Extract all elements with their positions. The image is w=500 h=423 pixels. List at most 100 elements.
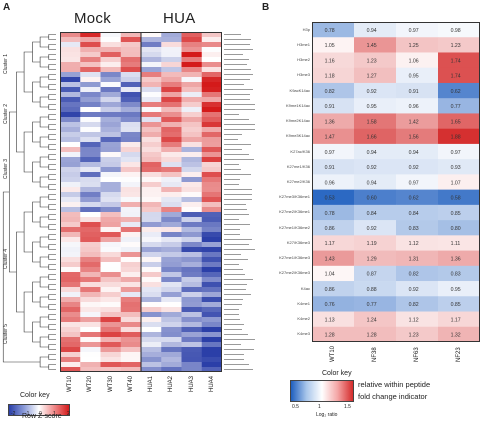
dendrogram-branch <box>32 201 41 223</box>
dendrogram-branch <box>48 184 56 190</box>
heatmap-a-cell <box>161 72 182 78</box>
heatmap-a-cell <box>100 67 122 73</box>
heatmap-a-cell <box>201 257 222 263</box>
dendrogram-branch <box>48 344 56 350</box>
heatmap-b-cell-value: 0.91 <box>325 104 335 110</box>
heatmap-a-cell <box>80 92 101 98</box>
heatmap-b-cell <box>438 204 480 221</box>
heatmap-a-cell <box>60 172 81 178</box>
heatmap-a-cell <box>141 97 162 103</box>
heatmap-b-cell-value: 1.23 <box>451 43 461 49</box>
heatmap-b-cell <box>438 235 480 251</box>
heatmap-a-cell <box>80 302 101 308</box>
row-label-tick <box>224 129 255 130</box>
heatmap-b-cell-value: 1.88 <box>451 135 461 141</box>
heatmap-a-cell <box>120 342 142 348</box>
heatmap-a-cell <box>181 52 203 58</box>
heatmap-a-cell <box>141 167 162 173</box>
heatmap-a-cell <box>141 257 162 263</box>
heatmap-b-cell-value: 0.94 <box>367 180 377 186</box>
heatmap-b-row-label: K4me1 <box>297 300 310 306</box>
row-label-tick <box>224 139 238 140</box>
heatmap-a-cell <box>161 262 182 268</box>
heatmap-a-cell <box>181 137 203 143</box>
heatmap-a-cell <box>120 147 142 153</box>
heatmap-a-cell <box>181 107 203 113</box>
heatmap-b-cell <box>312 113 355 129</box>
dendrogram-branch <box>48 84 56 90</box>
heatmap-a-cell <box>80 112 101 118</box>
heatmap-a-cell <box>120 107 142 113</box>
heatmap-b-cell-value: 1.11 <box>451 241 461 247</box>
heatmap-a-cell <box>201 307 222 313</box>
row-label-tick <box>224 89 253 90</box>
heatmap-a-cell <box>80 207 101 213</box>
heatmap-a-cell <box>80 272 101 278</box>
heatmap-a-cell <box>80 172 101 178</box>
heatmap-a-cell <box>120 102 142 108</box>
heatmap-b-cell-value: 1.06 <box>409 58 419 64</box>
heatmap-b-cell-value: 1.25 <box>409 43 419 49</box>
heatmap-a-cell <box>161 132 182 138</box>
heatmap-a-cell <box>60 317 81 323</box>
heatmap-b-cell <box>396 220 439 236</box>
heatmap-b-cell-value: 1.36 <box>325 119 335 125</box>
heatmap-a-cell <box>181 327 203 333</box>
heatmap-a-cell <box>60 142 81 148</box>
heatmap-a-cell <box>100 202 122 208</box>
heatmap-a-cell <box>80 287 101 293</box>
heatmap-b-cell-value: 1.19 <box>367 241 377 247</box>
heatmap-b-cell-value: 1.65 <box>451 119 461 125</box>
dendrogram-branch <box>23 131 33 173</box>
heatmap-a-cell <box>141 162 162 168</box>
cluster-label-5: Cluster 5 <box>3 323 9 344</box>
row-label-tick <box>224 49 253 50</box>
row-label-tick <box>224 94 250 95</box>
heatmap-b-cell-value: 0.93 <box>451 165 461 171</box>
heatmap-b-cell-value: 0.85 <box>451 211 461 217</box>
heatmap-b-cell-value: 0.95 <box>367 104 377 110</box>
heatmap-a-cell <box>60 197 81 203</box>
heatmap-a-cell <box>181 237 203 243</box>
heatmap-b-cell <box>312 220 355 236</box>
heatmap-a-cell <box>100 352 122 358</box>
dendrogram-branch <box>48 244 56 250</box>
heatmap-a-cell <box>120 297 142 303</box>
heatmap-a-cell <box>80 62 101 68</box>
row-label-tick <box>224 319 240 320</box>
heatmap-a-cell <box>80 242 101 248</box>
heatmap-a-cell <box>201 157 222 163</box>
heatmap-a-cell <box>181 282 203 288</box>
heatmap-b-cell <box>354 82 397 99</box>
heatmap-b-cell-value: 1.27 <box>367 74 377 80</box>
heatmap-a-cell <box>100 217 122 223</box>
heatmap-a-cell <box>201 47 222 53</box>
heatmap-a-cell <box>100 312 122 318</box>
heatmap-a-cell <box>80 262 101 268</box>
heatmap-a-cell <box>60 42 81 48</box>
heatmap-a-cell <box>161 352 182 358</box>
heatmap-a-cell <box>80 42 101 48</box>
heatmap-a-cell <box>100 227 122 233</box>
heatmap-a-cell <box>120 302 142 308</box>
heatmap-a-cell <box>100 32 122 38</box>
heatmap-a-cell <box>201 162 222 168</box>
heatmap-a-cell <box>201 222 222 228</box>
dendrogram-branch <box>39 276 49 288</box>
heatmap-b-cell <box>438 82 480 99</box>
heatmap-a-cell <box>181 297 203 303</box>
heatmap-a-cell <box>161 57 182 63</box>
heatmap-a-cell <box>60 292 81 298</box>
row-label-tick <box>224 154 249 155</box>
heatmap-a-cell <box>100 332 122 338</box>
heatmap-a-cell <box>201 202 222 208</box>
color-key-b-axis: Log₂ ratio <box>316 412 338 418</box>
heatmap-a-cell <box>80 212 101 218</box>
heatmap-b-cell <box>354 311 397 328</box>
heatmap-a-cell <box>201 92 222 98</box>
heatmap-b-cell <box>354 159 397 175</box>
heatmap-a-cell <box>181 202 203 208</box>
heatmap-a-cell <box>141 92 162 98</box>
heatmap-a-cell <box>60 337 81 343</box>
heatmap-b-cell-value: 1.13 <box>325 317 335 323</box>
